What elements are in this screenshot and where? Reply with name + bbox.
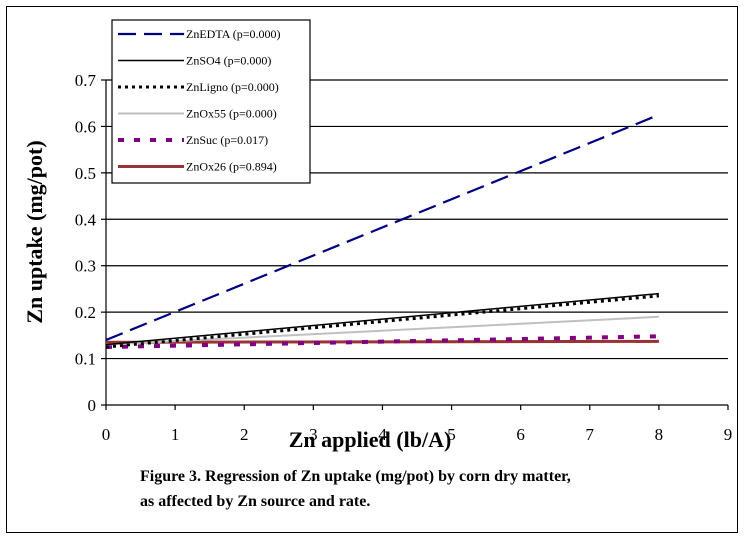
x-tick-label: 7	[586, 425, 595, 444]
y-tick-label: 0.3	[75, 257, 96, 276]
figure-frame	[6, 6, 738, 533]
x-tick-label: 0	[102, 425, 111, 444]
legend-label-1: ZnSO4 (p=0.000)	[186, 54, 271, 68]
x-tick-label: 4	[378, 425, 387, 444]
x-tick-label: 3	[309, 425, 318, 444]
legend-label-5: ZnOx26 (p=0.894)	[186, 160, 277, 174]
x-tick-label: 6	[516, 425, 525, 444]
x-tick-label: 1	[171, 425, 180, 444]
legend-label-2: ZnLigno (p=0.000)	[186, 80, 279, 94]
x-tick-label: 9	[724, 425, 733, 444]
caption-line-2: as affected by Zn source and rate.	[140, 493, 371, 510]
x-axis-title: Zn applied (lb/A)	[289, 427, 452, 452]
y-axis-title: Zn uptake (mg/pot)	[22, 140, 47, 323]
x-tick-label: 2	[240, 425, 249, 444]
series-line-4	[105, 334, 659, 349]
series-line-0	[105, 113, 660, 342]
series-line-2	[105, 294, 660, 349]
legend-box	[111, 19, 311, 184]
y-tick-label: 0.7	[75, 71, 97, 90]
x-tick-label: 8	[655, 425, 664, 444]
y-tick-label: 0.1	[75, 350, 96, 369]
figure-caption: Figure 3. Regression of Zn uptake (mg/po…	[140, 464, 700, 514]
series-line-1	[105, 292, 659, 346]
legend-label-3: ZnOx55 (p=0.000)	[186, 107, 277, 121]
legend: ZnEDTA (p=0.000) ZnSO4 (p=0.000) ZnLigno (…	[111, 19, 311, 184]
y-tick-label: 0.6	[75, 117, 96, 136]
caption-line-1: Figure 3. Regression of Zn uptake (mg/po…	[140, 468, 571, 485]
legend-label-4: ZnSuc (p=0.017)	[186, 133, 268, 147]
y-tick-label: 0	[88, 396, 97, 415]
x-tick-label: 5	[447, 425, 456, 444]
y-tick-label: 0.2	[75, 303, 96, 322]
legend-label-0: ZnEDTA (p=0.000)	[186, 27, 280, 41]
y-tick-label: 0.5	[75, 164, 96, 183]
y-tick-label: 0.4	[75, 210, 97, 229]
